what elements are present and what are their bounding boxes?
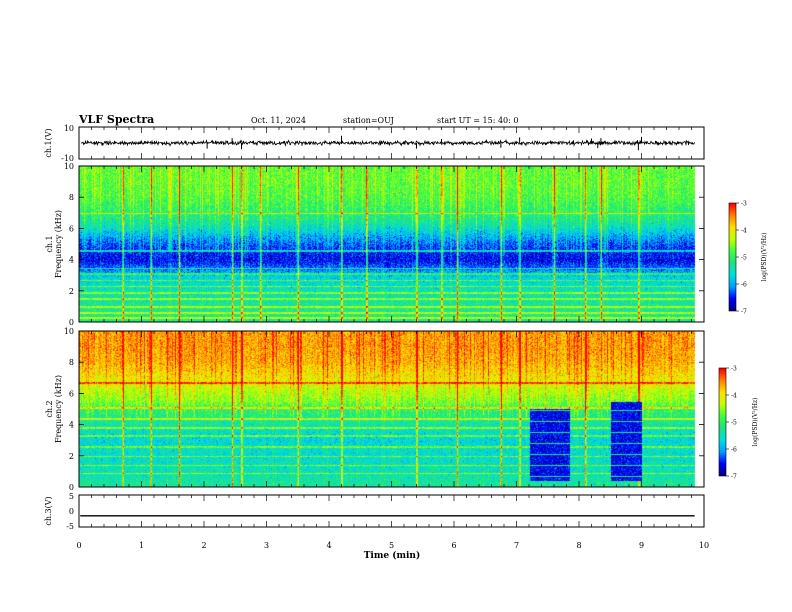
ch3-ylabel: ch.3(V) <box>44 496 53 525</box>
ch3-waveform-panel: 5 0 -5 ch.3(V) <box>44 492 705 531</box>
ch3-ytick-bottom: -5 <box>66 522 74 531</box>
ch2-spectrogram-panel: 0 2 4 6 8 10 ch.2 Frequency (kHz) <box>45 327 705 492</box>
spectrogram-ytick-label: 6 <box>69 389 74 398</box>
ch1-ytick-top: 10 <box>64 124 74 133</box>
x-axis-tick-label: 10 <box>699 541 709 550</box>
colorbar-tick-label: -4 <box>741 228 747 235</box>
colorbar-tick-label: -7 <box>731 474 737 481</box>
start-time-label: start UT = 15: 40: 0 <box>437 116 518 125</box>
ch1-spectrogram-image <box>79 166 704 322</box>
ch1-colorbar-ticks: -3 -4 -5 -6 -7 <box>736 201 747 316</box>
ch2-colorbar-ticks: -3 -4 -5 -6 -7 <box>726 366 737 481</box>
colorbar-tick-label: -3 <box>731 366 737 373</box>
x-axis-tick-label: 9 <box>639 541 644 550</box>
ch2-colorbar-label: log(PSD)(V²/Hz) <box>752 398 759 447</box>
spectrogram-ytick-label: 10 <box>64 162 74 171</box>
figure-title: VLF Spectra <box>78 113 154 126</box>
spectrogram-ytick-label: 2 <box>69 287 74 296</box>
ch1-spectrogram-panel: 0 2 4 6 8 10 ch.1 Frequency (kHz) <box>45 162 705 327</box>
ch1-spike-group <box>206 135 642 151</box>
ch1-waveform-panel: 10 -10 ch.1(V) <box>44 124 705 163</box>
colorbar-tick-label: -4 <box>731 393 737 400</box>
x-axis-tick-label: 8 <box>576 541 581 550</box>
spectrogram-ytick-label: 4 <box>69 421 74 430</box>
time-tick-marks <box>78 127 705 527</box>
colorbar-tick-label: -5 <box>741 255 747 262</box>
spectrogram-ytick-label: 10 <box>64 327 74 336</box>
x-axis-tick-labels: 0 1 2 3 4 5 6 7 8 9 10 <box>76 541 709 550</box>
colorbar-tick-label: -6 <box>741 282 747 289</box>
x-axis-tick-label: 7 <box>514 541 519 550</box>
ch1-colorbar-image <box>729 203 736 311</box>
colorbar-tick-label: -6 <box>731 447 737 454</box>
ch2-spectrogram-ylabel-2: Frequency (kHz) <box>54 375 63 443</box>
ch1-waveform-trace <box>80 138 695 147</box>
ch1-ytick-bottom: -10 <box>61 154 74 163</box>
x-axis-tick-label: 1 <box>139 541 144 550</box>
ch1-colorbar: -3 -4 -5 -6 -7 log(PSD)(V²/Hz) <box>728 201 768 316</box>
spectrogram-ytick-label: 6 <box>69 224 74 233</box>
ch2-colorbar-image <box>719 368 726 476</box>
ch1-spectrogram-ylabel-1: ch.1 <box>45 235 54 252</box>
ch3-ytick-top: 5 <box>69 492 74 501</box>
x-axis-tick-label: 4 <box>326 541 331 550</box>
ch2-spectrogram-yticks: 0 2 4 6 8 10 <box>64 327 704 492</box>
recording-date: Oct. 11, 2024 <box>251 116 306 125</box>
ch1-spectrogram-ylabel-2: Frequency (kHz) <box>54 210 63 278</box>
colorbar-tick-label: -5 <box>731 420 737 427</box>
spectrogram-ytick-label: 8 <box>69 193 74 202</box>
spectrogram-ytick-label: 0 <box>69 483 74 492</box>
spectrogram-ytick-label: 0 <box>69 318 74 327</box>
ch1-colorbar-label: log(PSD)(V²/Hz) <box>761 233 768 282</box>
x-axis-tick-label: 6 <box>451 541 456 550</box>
spectrogram-ytick-label: 8 <box>69 358 74 367</box>
spectrogram-ytick-label: 2 <box>69 452 74 461</box>
x-axis-tick-label: 3 <box>264 541 269 550</box>
ch2-spectrogram-ylabel-1: ch.2 <box>45 400 54 417</box>
x-axis-label: Time (min) <box>364 550 421 561</box>
colorbar-tick-label: -7 <box>741 309 747 316</box>
ch3-ytick-mid: 0 <box>69 507 74 516</box>
spectrogram-ytick-label: 4 <box>69 256 74 265</box>
x-axis-tick-label: 5 <box>389 541 394 550</box>
x-axis-tick-label: 2 <box>201 541 206 550</box>
ch2-colorbar: -3 -4 -5 -6 -7 log(PSD)(V²/Hz) <box>718 366 759 481</box>
ch2-spectrogram-image <box>79 331 704 487</box>
ch1-spectrogram-yticks: 0 2 4 6 8 10 <box>64 162 704 327</box>
x-axis-tick-label: 0 <box>76 541 81 550</box>
colorbar-tick-label: -3 <box>741 201 747 208</box>
ch1-ylabel: ch.1(V) <box>44 128 53 157</box>
station-label: station=OUJ <box>343 116 394 125</box>
